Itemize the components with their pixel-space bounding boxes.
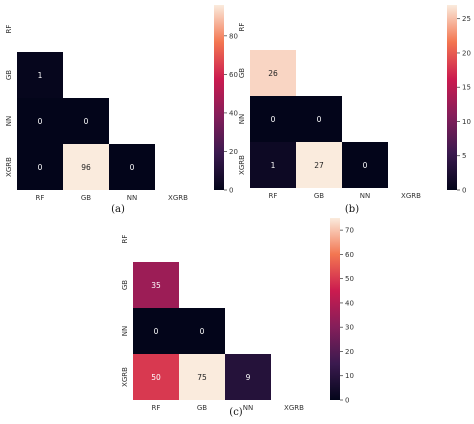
x-tick-label: GB	[314, 192, 324, 200]
cell-value-label: 27	[314, 161, 324, 170]
cell-value-label: 26	[268, 69, 278, 78]
cell-value-label: 0	[38, 117, 43, 126]
y-tick-label: GB	[5, 70, 13, 80]
heatmap-panel-2: 26 0 0 1 27 0 RF GB NN XGRB RF GB NN XGRB 0 5 10 15 20 25 (b…	[238, 5, 471, 215]
cell-value-label: 50	[151, 373, 161, 382]
colorbar-tick-label: 5	[462, 152, 466, 160]
cell-value-label: 0	[154, 327, 159, 336]
colorbar-tick-label: 15	[462, 84, 471, 92]
heatmap-cell	[17, 144, 63, 190]
colorbar	[214, 5, 224, 190]
y-tick-label: XGRB	[5, 157, 13, 177]
y-tick-label: XGRB	[238, 155, 246, 175]
cell-value-label: 0	[317, 115, 322, 124]
x-tick-label: RF	[152, 404, 161, 412]
cell-value-label: 1	[38, 71, 43, 80]
heatmap-cell	[179, 308, 225, 354]
colorbar-tick-label: 70	[345, 227, 354, 235]
colorbar-tick-label: 40	[345, 299, 354, 307]
y-tick-label: RF	[5, 25, 13, 34]
cell-value-label: 96	[81, 163, 91, 172]
heatmap-cell	[63, 144, 109, 190]
heatmap-cell	[250, 96, 296, 142]
x-tick-label: RF	[36, 194, 45, 202]
y-tick-label: NN	[121, 326, 129, 336]
cell-value-label: 35	[151, 281, 161, 290]
cell-value-label: 1	[271, 161, 276, 170]
heatmap-cell	[225, 354, 271, 400]
panel-caption: (a)	[111, 204, 125, 215]
colorbar-tick-label: 80	[229, 32, 238, 40]
y-tick-label: RF	[238, 23, 246, 32]
heatmap-cell	[109, 144, 155, 190]
heatmap-cell	[63, 98, 109, 144]
cell-value-label: 0	[200, 327, 205, 336]
cell-value-label: 0	[363, 161, 368, 170]
colorbar-tick-label: 20	[345, 348, 354, 356]
y-tick-label: XGRB	[121, 367, 129, 387]
cell-value-label: 0	[38, 163, 43, 172]
colorbar-tick-label: 20	[462, 49, 471, 57]
heatmap-cell	[250, 142, 296, 188]
x-tick-label: GB	[81, 194, 91, 202]
heatmap-cell	[296, 96, 342, 142]
x-tick-label: XGRB	[168, 194, 188, 202]
colorbar-tick-label: 50	[345, 275, 354, 283]
heatmap-cell	[133, 308, 179, 354]
x-tick-label: NN	[360, 192, 370, 200]
x-tick-label: RF	[269, 192, 278, 200]
colorbar-tick-label: 0	[345, 397, 349, 405]
colorbar	[447, 5, 457, 190]
colorbar-tick-label: 10	[345, 372, 354, 380]
x-tick-label: NN	[243, 404, 253, 412]
heatmap-cell	[250, 50, 296, 96]
colorbar-tick-label: 20	[229, 148, 238, 156]
heatmap-cell	[342, 142, 388, 188]
colorbar-tick-label: 0	[229, 187, 233, 195]
colorbar-tick-label: 30	[345, 324, 354, 332]
heatmap-panel-3: 35 0 0 50 75 9 RF GB NN XGRB RF GB NN XGRB 0 10 20 30 40 50…	[121, 218, 354, 418]
heatmap-cell	[133, 354, 179, 400]
heatmap-cell	[17, 98, 63, 144]
colorbar-tick-label: 60	[229, 71, 238, 79]
y-tick-label: NN	[5, 116, 13, 126]
cell-value-label: 9	[246, 373, 251, 382]
cell-value-label: 75	[197, 373, 207, 382]
y-tick-label: NN	[238, 114, 246, 124]
colorbar-tick-label: 40	[229, 109, 238, 117]
x-tick-label: NN	[127, 194, 137, 202]
x-tick-label: XGRB	[284, 404, 304, 412]
panel-caption: (c)	[229, 407, 243, 418]
y-tick-label: RF	[121, 235, 129, 244]
panel-caption: (b)	[345, 204, 359, 215]
cell-value-label: 0	[271, 115, 276, 124]
x-tick-label: GB	[197, 404, 207, 412]
cell-value-label: 0	[130, 163, 135, 172]
heatmap-cell	[133, 262, 179, 308]
colorbar-tick-label: 60	[345, 251, 354, 259]
cell-value-label: 0	[84, 117, 89, 126]
heatmap-cell	[17, 52, 63, 98]
colorbar-tick-label: 25	[462, 15, 471, 23]
y-tick-label: GB	[238, 68, 246, 78]
colorbar	[330, 218, 340, 400]
heatmap-cell	[179, 354, 225, 400]
colorbar-tick-label: 0	[462, 187, 466, 195]
heatmap-panel-1: 1 0 0 0 96 0 RF GB NN XGRB RF GB NN XGRB 0 20 40 60 80 (a)	[5, 5, 238, 215]
colorbar-tick-label: 10	[462, 118, 471, 126]
y-tick-label: GB	[121, 280, 129, 290]
x-tick-label: XGRB	[401, 192, 421, 200]
heatmap-cell	[296, 142, 342, 188]
